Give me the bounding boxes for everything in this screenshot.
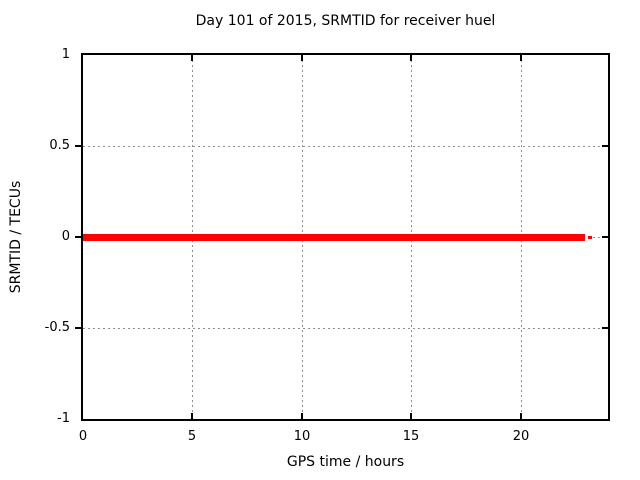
y-tick-mark-left bbox=[75, 327, 81, 329]
y-tick-mark-right bbox=[602, 327, 608, 329]
x-tick-label: 0 bbox=[78, 429, 88, 444]
x-tick-mark-top bbox=[410, 55, 412, 61]
gridline-horizontal bbox=[83, 146, 608, 147]
y-tick-label: 1 bbox=[61, 47, 70, 62]
x-tick-mark-top bbox=[191, 55, 193, 61]
y-tick-mark-right bbox=[602, 145, 608, 147]
x-tick-mark-bottom bbox=[410, 413, 412, 419]
x-tick-label: 20 bbox=[512, 429, 530, 444]
x-axis-label: GPS time / hours bbox=[286, 454, 405, 470]
x-tick-label: 5 bbox=[187, 429, 197, 444]
x-tick-label: 15 bbox=[402, 429, 420, 444]
x-tick-mark-top bbox=[520, 55, 522, 61]
x-tick-mark-top bbox=[301, 55, 303, 61]
data-line-segment bbox=[83, 234, 585, 241]
y-tick-label: 0 bbox=[61, 229, 70, 244]
y-tick-label: -0.5 bbox=[44, 320, 70, 335]
data-line-segment bbox=[588, 236, 592, 239]
y-tick-label: 0.5 bbox=[49, 138, 70, 153]
gridline-horizontal bbox=[83, 328, 608, 329]
x-tick-label: 10 bbox=[293, 429, 311, 444]
y-axis-label: SRMTID / TECUs bbox=[8, 180, 24, 294]
x-tick-mark-bottom bbox=[191, 413, 193, 419]
y-tick-label: -1 bbox=[57, 411, 70, 426]
plot-area-border bbox=[81, 53, 610, 421]
x-tick-mark-bottom bbox=[301, 413, 303, 419]
x-tick-mark-bottom bbox=[520, 413, 522, 419]
y-tick-mark-left bbox=[75, 145, 81, 147]
y-tick-mark-right bbox=[602, 236, 608, 238]
y-tick-mark-left bbox=[75, 236, 81, 238]
chart-title: Day 101 of 2015, SRMTID for receiver hue… bbox=[195, 13, 496, 29]
